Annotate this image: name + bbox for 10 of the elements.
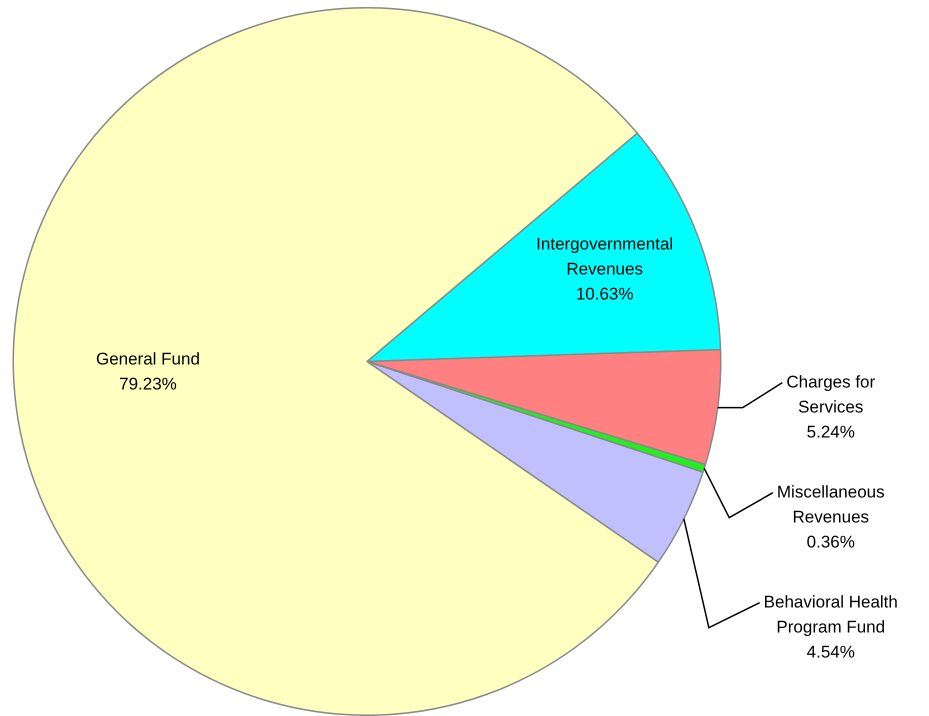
slice-label: Charges for Services xyxy=(786,372,876,416)
data-label: 5.24% xyxy=(806,422,855,442)
data-label: 10.63% xyxy=(576,284,634,304)
data-label: 4.54% xyxy=(806,642,855,662)
data-label: 79.23% xyxy=(119,374,177,394)
slice-label: Miscellaneous Revenues xyxy=(776,482,885,526)
data-label: 0.36% xyxy=(806,532,855,552)
slice-label: Behavioral Health Program Fund xyxy=(764,592,898,636)
slice-label: General Fund xyxy=(96,349,200,368)
slice-label: Intergovernmental Revenues xyxy=(536,234,674,279)
